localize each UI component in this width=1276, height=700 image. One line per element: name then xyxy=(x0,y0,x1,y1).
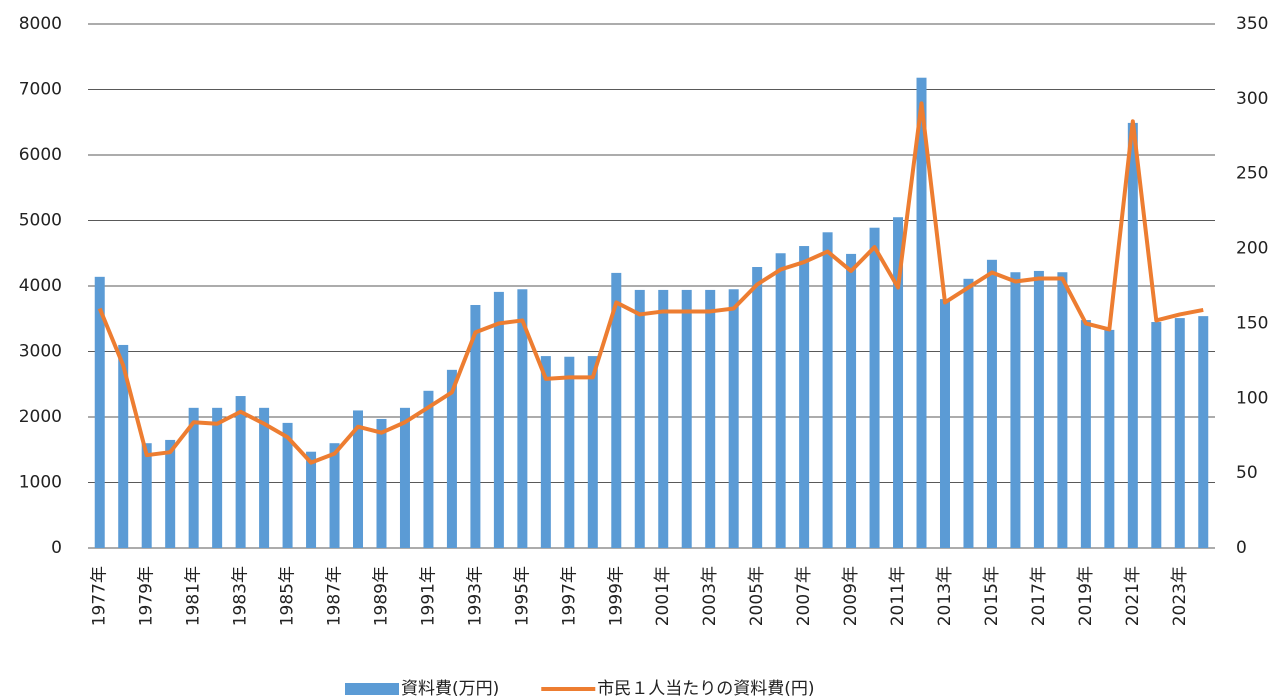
x-tick-label: 1991年 xyxy=(418,566,438,626)
bar xyxy=(658,289,669,548)
bar xyxy=(493,291,504,548)
y2-tick-label: 300 xyxy=(1236,89,1268,109)
bar xyxy=(587,356,598,548)
bar xyxy=(306,451,317,548)
x-tick-label: 1985年 xyxy=(278,566,298,626)
y2-tick-label: 100 xyxy=(1236,388,1268,408)
y-tick-label: 1000 xyxy=(19,473,62,493)
x-tick-label: 2017年 xyxy=(1029,566,1049,626)
bar xyxy=(775,253,786,548)
bar xyxy=(259,407,270,548)
bar xyxy=(728,289,739,548)
x-tick-label: 2009年 xyxy=(841,566,861,626)
x-tick-label: 2015年 xyxy=(982,566,1002,626)
y2-tick-label: 0 xyxy=(1236,538,1247,558)
bar xyxy=(986,259,997,548)
bar xyxy=(165,439,176,548)
legend-label: 市民１人当たりの資料費(円) xyxy=(597,679,814,699)
bar xyxy=(1010,272,1021,548)
bar xyxy=(681,289,692,548)
bar xyxy=(1151,322,1162,548)
y-tick-label: 6000 xyxy=(19,145,62,165)
bar xyxy=(376,418,387,548)
bar xyxy=(963,278,974,548)
x-tick-label: 2003年 xyxy=(700,566,720,626)
x-tick-label: 2007年 xyxy=(794,566,814,626)
x-tick-label: 1981年 xyxy=(184,566,204,626)
bar xyxy=(611,272,622,548)
bar xyxy=(1080,320,1091,548)
bar xyxy=(1033,270,1044,548)
y2-tick-label: 150 xyxy=(1236,313,1268,333)
bar xyxy=(846,253,857,548)
x-tick-label: 2019年 xyxy=(1076,566,1096,626)
x-tick-label: 2001年 xyxy=(653,566,673,626)
bar xyxy=(235,396,246,548)
legend-label: 資料費(万円) xyxy=(401,679,499,699)
x-tick-label: 2011年 xyxy=(888,566,908,626)
bar xyxy=(822,232,833,549)
x-tick-label: 1999年 xyxy=(606,566,626,626)
legend-swatch xyxy=(345,683,399,695)
x-tick-label: 1983年 xyxy=(231,566,251,626)
bar xyxy=(869,227,880,548)
x-tick-label: 1993年 xyxy=(465,566,485,626)
y-tick-label: 4000 xyxy=(19,276,62,296)
bar xyxy=(517,289,528,548)
bar xyxy=(1104,329,1115,548)
x-tick-label: 2005年 xyxy=(747,566,767,626)
y-tick-label: 0 xyxy=(51,538,62,558)
bar xyxy=(634,289,645,548)
bar xyxy=(353,410,364,548)
y2-tick-label: 50 xyxy=(1236,463,1258,483)
x-tick-label: 1995年 xyxy=(512,566,532,626)
bar xyxy=(1174,318,1185,548)
y2-tick-label: 200 xyxy=(1236,239,1268,259)
bar xyxy=(916,77,927,549)
bar xyxy=(470,304,481,548)
y-tick-label: 3000 xyxy=(19,342,62,362)
x-tick-label: 1997年 xyxy=(559,566,579,626)
bar xyxy=(1127,122,1138,548)
x-tick-label: 1989年 xyxy=(371,566,391,626)
bar xyxy=(399,407,410,548)
y-tick-label: 5000 xyxy=(19,211,62,231)
y-tick-label: 2000 xyxy=(19,407,62,427)
bar xyxy=(94,276,105,548)
bar xyxy=(423,390,434,548)
x-tick-label: 1977年 xyxy=(90,566,110,626)
bar xyxy=(939,299,950,548)
y2-tick-label: 250 xyxy=(1236,164,1268,184)
bar xyxy=(446,369,457,548)
bar xyxy=(705,289,716,548)
bar xyxy=(893,217,904,548)
x-tick-label: 2021年 xyxy=(1123,566,1143,626)
bar xyxy=(141,443,152,548)
bar xyxy=(752,267,763,548)
x-tick-label: 2013年 xyxy=(935,566,955,626)
x-tick-label: 2023年 xyxy=(1170,566,1190,626)
bar xyxy=(188,407,199,548)
bar xyxy=(329,443,340,548)
bar xyxy=(212,407,223,548)
bar xyxy=(282,422,293,548)
line xyxy=(97,101,1204,465)
x-tick-label: 1979年 xyxy=(137,566,157,626)
y-tick-label: 7000 xyxy=(19,80,62,100)
y2-tick-label: 350 xyxy=(1236,14,1268,34)
bar xyxy=(1198,316,1209,548)
y-tick-label: 8000 xyxy=(19,14,62,34)
bar xyxy=(540,356,551,548)
bar xyxy=(799,246,810,549)
bar xyxy=(564,356,575,548)
bar xyxy=(118,344,129,548)
x-tick-label: 1987年 xyxy=(325,566,345,626)
bar xyxy=(1057,272,1068,548)
